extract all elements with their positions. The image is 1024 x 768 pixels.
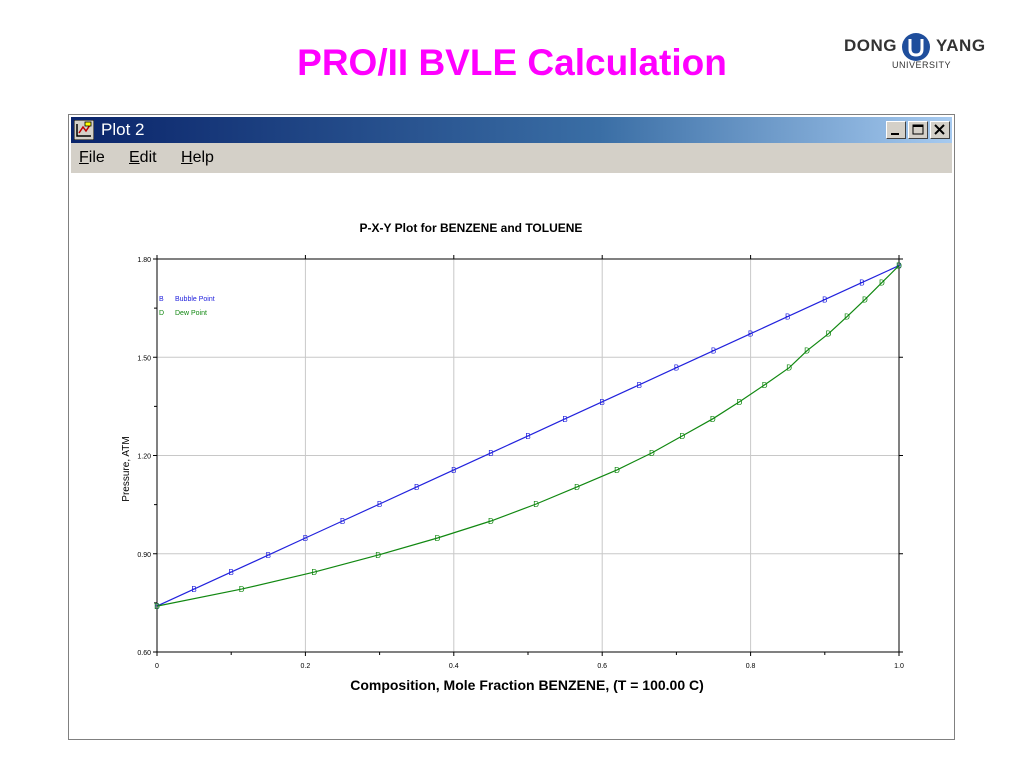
y-tick-label: 1.80: [137, 257, 151, 264]
legend-label: Bubble Point: [175, 296, 215, 303]
series-line-1: [156, 265, 900, 607]
window-titlebar[interactable]: Plot 2: [71, 117, 952, 143]
x-tick-label: 0.4: [449, 663, 459, 670]
x-tick-label: 0.8: [746, 663, 756, 670]
chart-series: BBBBBBBBBBBBBBBBBBBBBDDDDDDDDDDDDDDDDDDD…: [154, 262, 902, 612]
logo-word-right: YANG: [936, 36, 986, 55]
data-point-marker: B: [488, 449, 493, 458]
y-tick-label: 1.50: [137, 355, 151, 362]
data-point-marker: D: [649, 449, 655, 458]
data-point-marker: D: [311, 568, 317, 577]
data-point-marker: B: [600, 398, 605, 407]
data-point-marker: B: [525, 432, 530, 441]
y-axis-label: Pressure, ATM: [121, 436, 132, 501]
minimize-button[interactable]: [886, 121, 906, 139]
data-point-marker: B: [637, 381, 642, 390]
data-point-marker: D: [896, 262, 902, 271]
series-line-0: [156, 265, 900, 607]
pxy-chart: P-X-Y Plot for BENZENE and TOLUENE 0 0.2 0…: [121, 221, 904, 693]
window-title: Plot 2: [101, 120, 145, 139]
x-tick-label: 0.2: [301, 663, 311, 670]
data-point-marker: B: [822, 296, 827, 305]
data-point-marker: B: [711, 347, 716, 356]
logo-emblem-icon: [902, 33, 930, 61]
plot-area: P-X-Y Plot for BENZENE and TOLUENE 0 0.2 0…: [71, 173, 952, 737]
data-point-marker: D: [154, 602, 160, 611]
data-point-marker: B: [377, 500, 382, 509]
close-button[interactable]: [930, 121, 950, 139]
data-point-marker: B: [229, 568, 234, 577]
data-point-marker: D: [710, 415, 716, 424]
data-point-marker: D: [574, 483, 580, 492]
close-icon: [934, 124, 945, 135]
x-axis-label: Composition, Mole Fraction BENZENE, (T =…: [350, 677, 704, 693]
plot-app-icon[interactable]: [74, 120, 94, 140]
plot-frame: [156, 258, 900, 653]
y-tick-label: 1.20: [137, 454, 151, 461]
data-point-marker: B: [748, 330, 753, 339]
data-point-marker: D: [862, 296, 868, 305]
data-point-marker: D: [844, 313, 850, 322]
data-point-marker: D: [737, 398, 743, 407]
x-tick-label: 1.0: [894, 663, 904, 670]
chart-title: P-X-Y Plot for BENZENE and TOLUENE: [360, 221, 583, 235]
data-point-marker: B: [859, 279, 864, 288]
data-point-marker: B: [266, 551, 271, 560]
y-tick-label: 0.90: [137, 552, 151, 559]
chart-grid: [157, 259, 899, 652]
menu-file[interactable]: File: [79, 149, 105, 166]
data-point-marker: D: [375, 551, 381, 560]
data-point-marker: D: [879, 279, 885, 288]
slide-title: PRO/II BVLE Calculation: [297, 42, 727, 83]
data-point-marker: B: [340, 517, 345, 526]
x-tick-label: 0.6: [597, 663, 607, 670]
university-logo: DONG YANG UNIVERSITY: [840, 32, 1000, 76]
data-point-marker: D: [435, 534, 441, 543]
maximize-button[interactable]: [908, 121, 928, 139]
menu-bar: File Edit Help: [71, 143, 952, 173]
minimize-icon: [891, 133, 899, 135]
data-point-marker: D: [679, 432, 685, 441]
logo-word-left: DONG: [844, 36, 897, 55]
data-point-marker: D: [786, 364, 792, 373]
data-point-marker: B: [674, 364, 679, 373]
data-point-marker: D: [488, 517, 494, 526]
plot-window: Plot 2 File Edit Help P-X-Y Plot for BEN…: [68, 114, 955, 740]
data-point-marker: D: [239, 585, 245, 594]
data-point-marker: B: [414, 483, 419, 492]
data-point-marker: D: [804, 347, 810, 356]
data-point-marker: B: [303, 534, 308, 543]
maximize-icon: [912, 124, 924, 135]
data-point-marker: D: [762, 381, 768, 390]
chart-axes: 0 0.2 0.4 0.6 0.8 1.0 0.60 0.90 1.20 1.50 1.80: [137, 255, 904, 670]
x-tick-label: 0: [155, 663, 159, 670]
menu-edit[interactable]: Edit: [129, 149, 157, 166]
legend-label: Dew Point: [175, 310, 207, 317]
data-point-marker: B: [785, 313, 790, 322]
legend-marker: D: [159, 310, 164, 317]
chart-legend: B Bubble Point D Dew Point: [159, 296, 215, 317]
data-point-marker: D: [614, 466, 620, 475]
legend-marker: B: [159, 296, 164, 303]
data-point-marker: D: [826, 330, 832, 339]
data-point-marker: B: [154, 602, 159, 611]
logo-subtitle: UNIVERSITY: [892, 60, 952, 70]
data-point-marker: B: [451, 466, 456, 475]
menu-help[interactable]: Help: [181, 149, 214, 166]
y-tick-label: 0.60: [137, 650, 151, 657]
data-point-marker: B: [562, 415, 567, 424]
data-point-marker: D: [533, 500, 539, 509]
data-point-marker: B: [191, 585, 196, 594]
